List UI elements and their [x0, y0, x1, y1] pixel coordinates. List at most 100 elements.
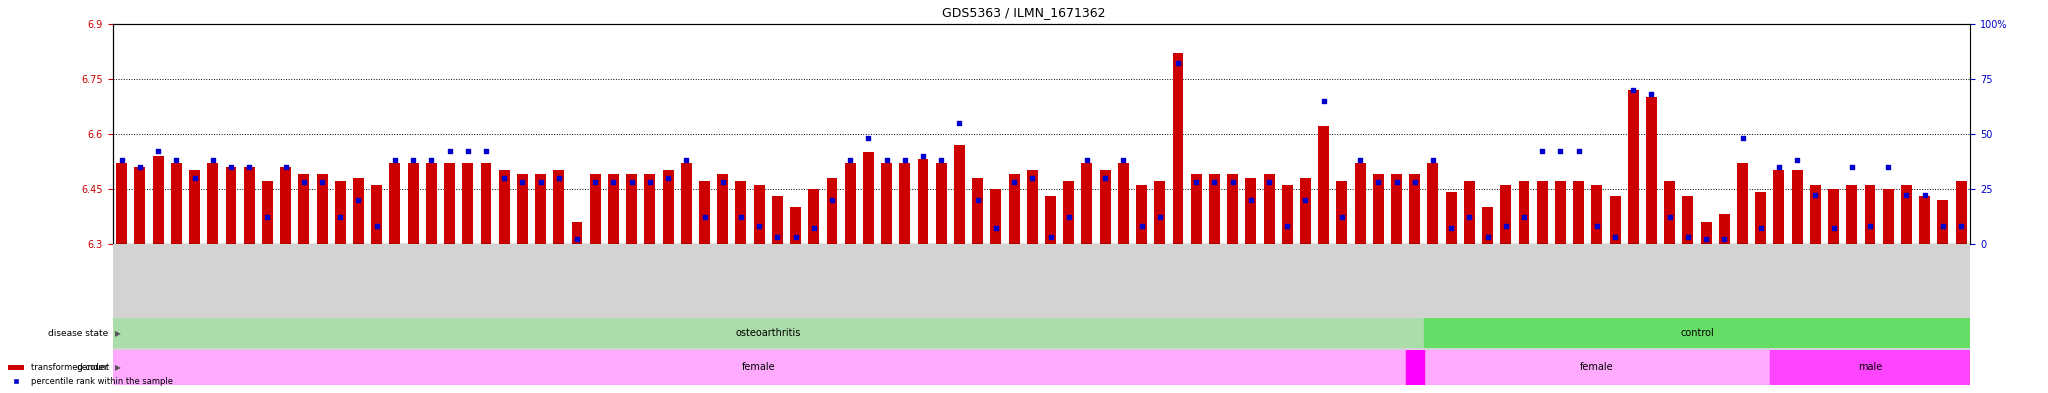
Point	[397, 157, 430, 163]
Bar	[1587, 244, 1606, 350]
Point	[1763, 163, 1796, 170]
Bar	[1024, 244, 1040, 350]
Bar	[586, 244, 604, 350]
Point	[778, 234, 811, 240]
Bar	[516, 174, 528, 244]
Bar	[1137, 185, 1147, 244]
Bar	[1606, 244, 1624, 350]
Point	[1835, 163, 1868, 170]
Bar	[1550, 244, 1569, 350]
Bar	[1698, 244, 1716, 350]
Point	[707, 179, 739, 185]
Bar	[768, 244, 786, 350]
Bar	[913, 244, 932, 350]
Point	[1909, 192, 1942, 198]
Point	[1470, 234, 1503, 240]
Bar	[1661, 244, 1679, 350]
Bar	[754, 185, 764, 244]
Bar	[735, 181, 745, 244]
Bar	[1096, 244, 1114, 350]
Point	[287, 179, 319, 185]
Point	[1653, 214, 1686, 220]
Point	[614, 179, 647, 185]
Point	[1708, 236, 1741, 242]
Bar	[113, 350, 1405, 385]
Bar	[1806, 244, 1825, 350]
Bar	[553, 170, 565, 244]
Bar	[244, 167, 254, 244]
Bar	[1901, 185, 1913, 244]
Bar	[1352, 244, 1370, 350]
Bar	[1040, 244, 1059, 350]
Bar	[1245, 178, 1255, 244]
Bar	[659, 244, 678, 350]
Bar	[1370, 244, 1386, 350]
Point	[743, 223, 776, 229]
Point	[1071, 157, 1104, 163]
Bar	[1100, 170, 1110, 244]
Bar	[1460, 244, 1479, 350]
Bar	[1333, 244, 1352, 350]
Bar	[936, 163, 946, 244]
Point	[1235, 196, 1268, 203]
Bar	[717, 174, 729, 244]
Bar	[954, 145, 965, 244]
Point	[524, 179, 557, 185]
Bar	[1788, 244, 1806, 350]
Bar	[791, 207, 801, 244]
Point	[215, 163, 248, 170]
Bar	[463, 163, 473, 244]
Text: ▶: ▶	[115, 363, 121, 372]
Point	[1325, 214, 1358, 220]
Bar	[1683, 196, 1694, 244]
Point	[852, 135, 885, 141]
Bar	[426, 163, 436, 244]
Bar	[1151, 244, 1169, 350]
Bar	[1536, 181, 1548, 244]
Point	[1544, 148, 1577, 154]
Bar	[113, 318, 1423, 348]
Bar	[385, 244, 403, 350]
Bar	[932, 244, 950, 350]
Bar	[135, 167, 145, 244]
Bar	[1464, 181, 1475, 244]
Bar	[258, 244, 276, 350]
Bar	[535, 174, 547, 244]
Point	[797, 225, 829, 231]
Point	[1108, 157, 1141, 163]
Point	[997, 179, 1030, 185]
Bar	[786, 244, 805, 350]
Bar	[678, 244, 696, 350]
Point	[160, 157, 193, 163]
Point	[252, 214, 285, 220]
Bar	[1534, 244, 1550, 350]
Bar	[186, 244, 203, 350]
Point	[1198, 179, 1231, 185]
Bar	[367, 244, 385, 350]
Point	[1288, 196, 1321, 203]
Bar	[772, 196, 782, 244]
Point	[1671, 234, 1704, 240]
Text: control: control	[1679, 328, 1714, 338]
Point	[598, 179, 631, 185]
Bar	[371, 185, 383, 244]
Bar	[1354, 163, 1366, 244]
Bar	[1337, 181, 1348, 244]
Bar	[680, 163, 692, 244]
Bar	[352, 178, 365, 244]
Bar	[1882, 189, 1894, 244]
Bar	[623, 244, 641, 350]
Bar	[1405, 350, 1423, 385]
Bar	[1952, 244, 1970, 350]
Bar	[150, 244, 168, 350]
Bar	[590, 174, 600, 244]
Bar	[608, 174, 618, 244]
Point	[1581, 223, 1614, 229]
Point	[1253, 179, 1286, 185]
Point	[1343, 157, 1376, 163]
Point	[1872, 163, 1905, 170]
Bar	[1319, 126, 1329, 244]
Bar	[1700, 222, 1712, 244]
Bar	[514, 244, 532, 350]
Bar	[1241, 244, 1260, 350]
